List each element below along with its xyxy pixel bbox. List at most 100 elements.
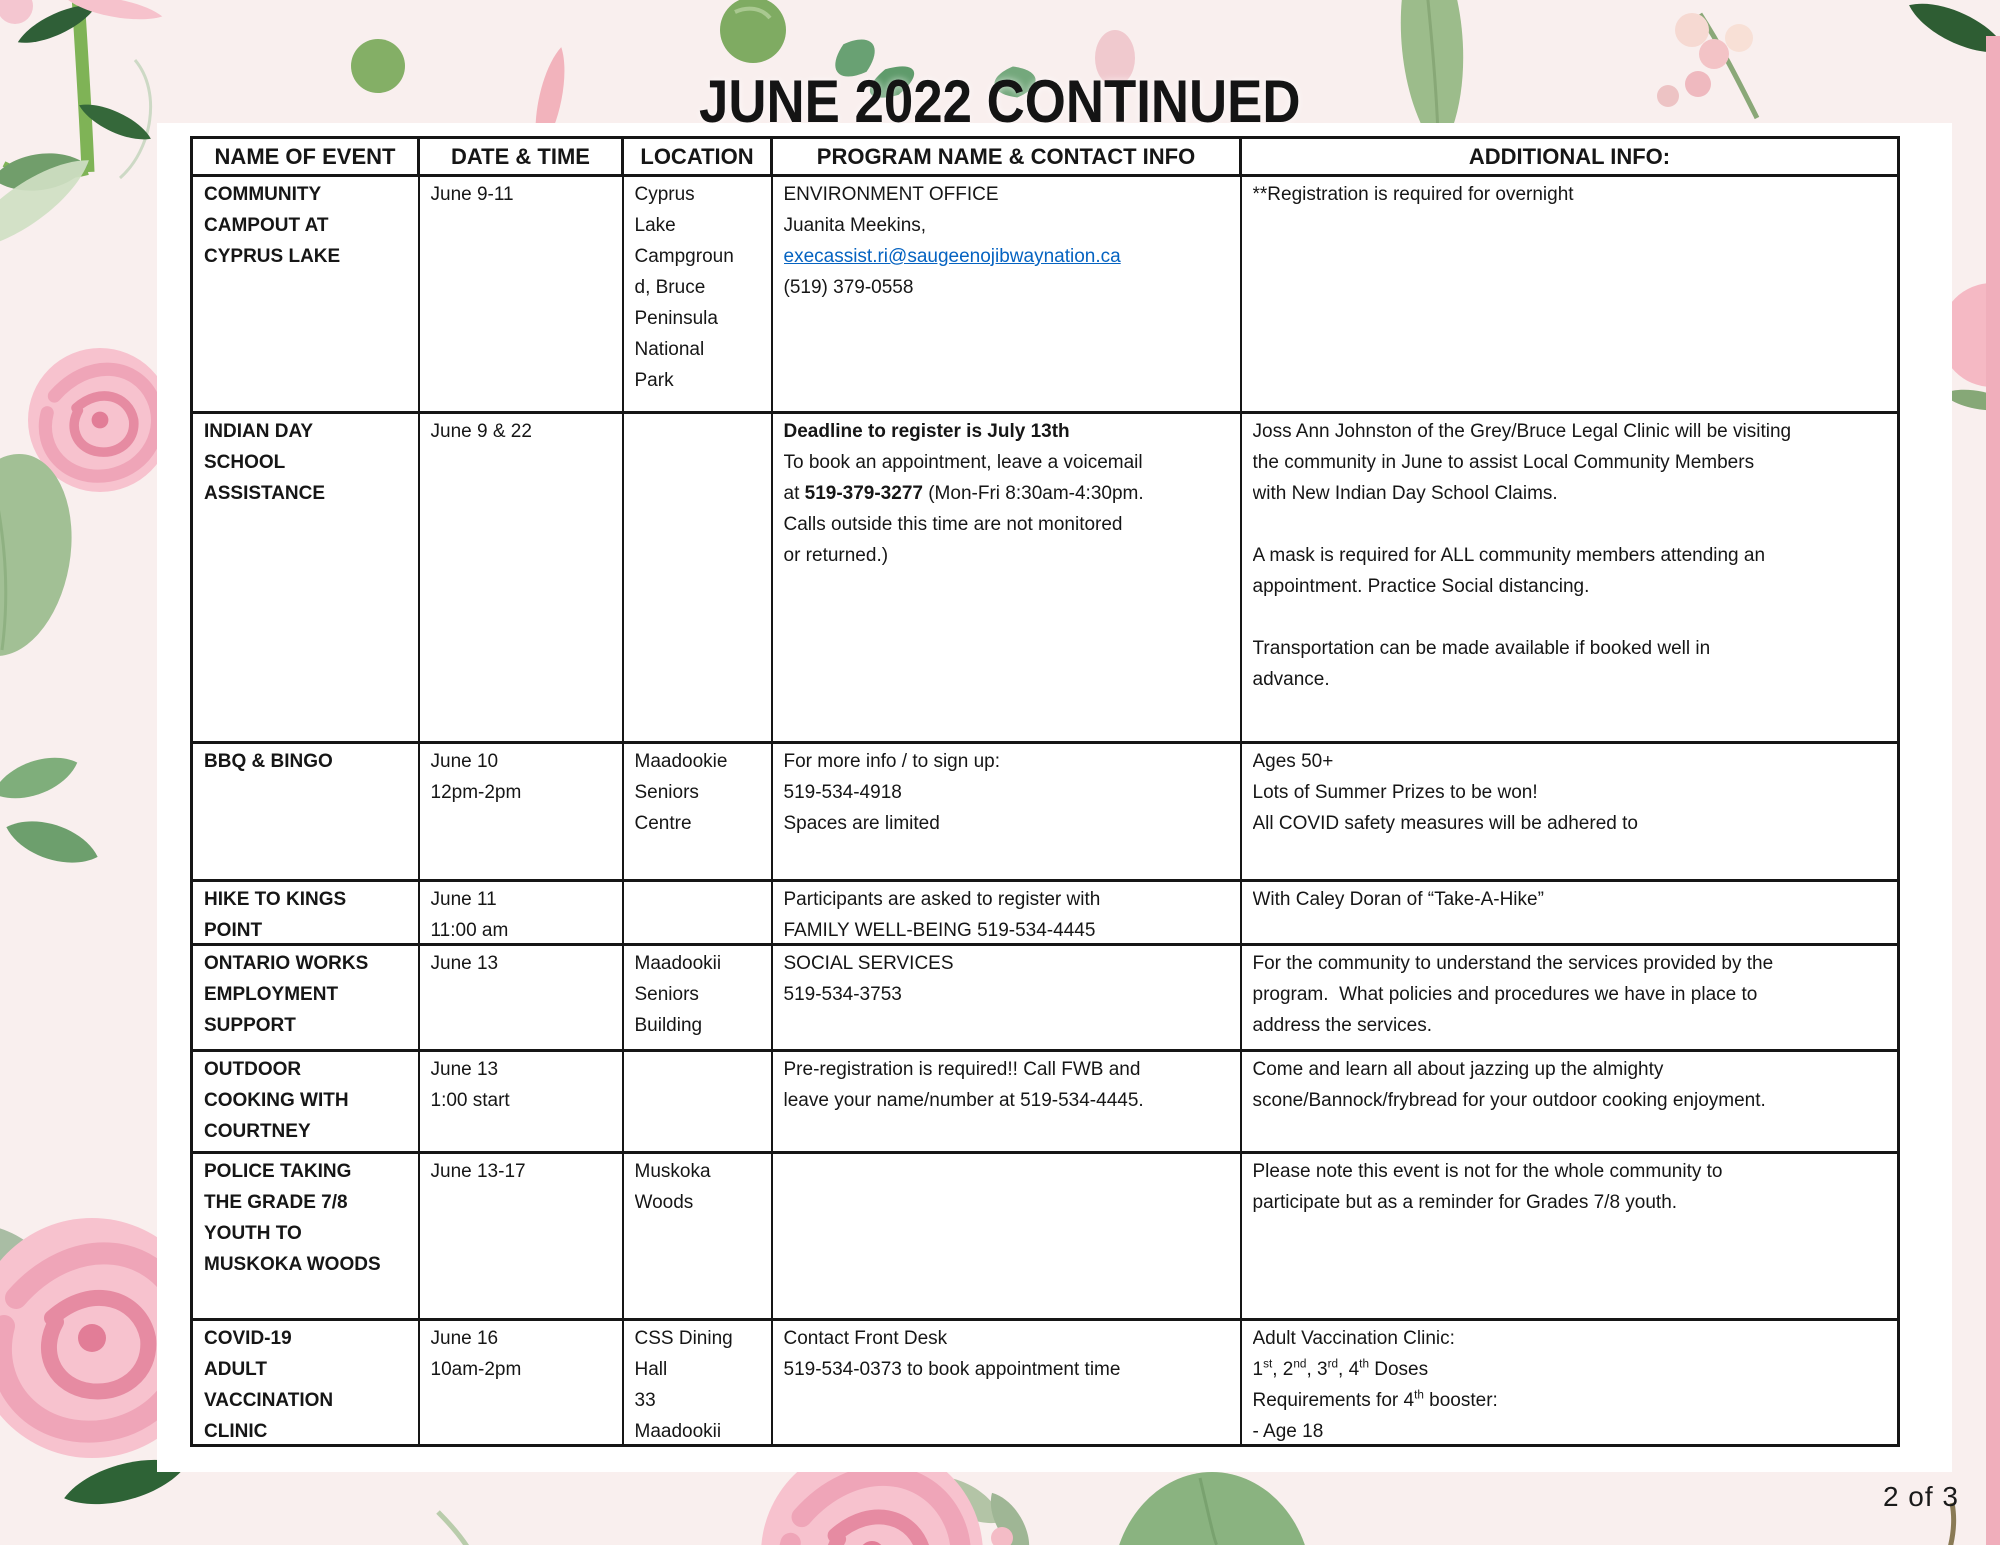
cell-additional: Please note this event is not for the wh… <box>1239 1151 1900 1321</box>
text-run: SCHOOL <box>204 452 286 473</box>
text-line: MUSKOKA WOODS <box>204 1249 410 1280</box>
cell-location <box>621 411 773 744</box>
cell-name: COMMUNITY CAMPOUT AT CYPRUS LAKE <box>190 174 420 414</box>
text-run: the community in June to assist Local Co… <box>1252 452 1755 473</box>
top-right-flower-sprig-icon <box>1657 12 1760 120</box>
text-line: June 13 <box>431 948 614 979</box>
text-run: POINT <box>204 920 263 941</box>
text-run: Hall <box>634 1359 668 1380</box>
text-run: 11:00 am <box>430 920 509 941</box>
text-line: Maadookie <box>635 746 763 777</box>
text-run: ADULT <box>204 1359 267 1380</box>
text-run: ENVIRONMENT OFFICE <box>783 184 999 205</box>
text-line: CAMPOUT AT <box>204 210 410 241</box>
text-line: (519) 379-0558 <box>784 272 1232 303</box>
text-run: Maadookii <box>634 1421 722 1442</box>
email-link[interactable]: execassist.ri@saugeenojibwaynation.ca <box>783 246 1121 267</box>
table-row: COMMUNITY CAMPOUT AT CYPRUS LAKE June 9-11 C… <box>190 174 1900 414</box>
column-header: PROGRAM NAME & CONTACT INFO <box>770 136 1242 177</box>
text-line: execassist.ri@saugeenojibwaynation.ca <box>784 241 1232 272</box>
table-header-row: NAME OF EVENT DATE & TIME LOCATION PROGRAM … <box>190 136 1900 177</box>
text-run: 1:00 start <box>430 1090 510 1111</box>
cell-additional: With Caley Doran of “Take-A-Hike” <box>1239 879 1900 946</box>
text-line: Building <box>635 1010 763 1041</box>
text-run: COURTNEY <box>204 1121 311 1142</box>
text-line: Transportation can be made available if … <box>1253 633 1890 664</box>
text-run: OUTDOOR <box>204 1059 302 1080</box>
text-run: National <box>634 339 705 360</box>
events-table: NAME OF EVENT DATE & TIME LOCATION PROGRAM … <box>190 136 1900 1447</box>
text-run: Lots of Summer Prizes to be won! <box>1252 782 1538 803</box>
text-line: VACCINATION <box>204 1385 410 1416</box>
text-line: program. What policies and procedures we… <box>1253 979 1890 1010</box>
cell-date: June 13-17 <box>417 1151 624 1321</box>
cell-date: June 13 1:00 start <box>417 1049 624 1154</box>
text-run: Doses <box>1368 1359 1429 1380</box>
text-run: Seniors <box>634 984 699 1005</box>
text-run: CYPRUS LAKE <box>204 246 341 267</box>
text-run: Come and learn all about jazzing up the … <box>1252 1059 1664 1080</box>
text-line: Calls outside this time are not monitore… <box>784 509 1232 540</box>
text-run: June 16 <box>430 1328 499 1349</box>
text-line: EMPLOYMENT <box>204 979 410 1010</box>
text-run: Juanita Meekins, <box>783 215 927 236</box>
text-run: June 13 <box>430 1059 499 1080</box>
text-line: 519-534-4918 <box>784 777 1232 808</box>
text-run: 1 <box>1252 1359 1264 1380</box>
cell-location: Muskoka Woods <box>621 1151 773 1321</box>
text-line: address the services. <box>1253 1010 1890 1041</box>
text-run: participate but as a reminder for Grades… <box>1252 1192 1678 1213</box>
text-run: Spaces are limited <box>783 813 940 834</box>
text-run: June 13 <box>430 953 499 974</box>
text-run: COVID-19 <box>204 1328 292 1349</box>
text-line: or returned.) <box>784 540 1232 571</box>
text-line: Maadookii <box>635 1416 763 1444</box>
text-run: booster: <box>1423 1390 1498 1411</box>
text-line: 33 <box>635 1385 763 1416</box>
text-line: participate but as a reminder for Grades… <box>1253 1187 1890 1218</box>
table-row: COVID-19 ADULT VACCINATION CLINIC June 16 10a… <box>190 1318 1900 1447</box>
text-line <box>1253 509 1890 540</box>
text-run: Cyprus <box>634 184 695 205</box>
text-run: Contact Front Desk <box>783 1328 948 1349</box>
text-line: For the community to understand the serv… <box>1253 948 1890 979</box>
text-line <box>1253 602 1890 633</box>
text-run: appointment. Practice Social distancing. <box>1252 576 1590 597</box>
text-run: Maadookie <box>634 751 728 772</box>
text-line: With Caley Doran of “Take-A-Hike” <box>1253 884 1890 915</box>
text-line: Lots of Summer Prizes to be won! <box>1253 777 1890 808</box>
text-run: Calls outside this time are not monitore… <box>783 514 1123 535</box>
text-line: POLICE TAKING <box>204 1156 410 1187</box>
text-run: June 9-11 <box>430 184 514 205</box>
superscript-text: th <box>1414 1388 1424 1402</box>
text-line: HIKE TO KINGS <box>204 884 410 915</box>
cell-date: June 9 & 22 <box>417 411 624 744</box>
bottom-big-leaf-icon <box>1119 1472 1305 1545</box>
column-header: NAME OF EVENT <box>190 136 420 177</box>
text-line: National <box>635 334 763 365</box>
cell-name: OUTDOOR COOKING WITH COURTNEY <box>190 1049 420 1154</box>
table-row: INDIAN DAY SCHOOL ASSISTANCE June 9 & 22 Dea… <box>190 411 1900 744</box>
cell-date: June 11 11:00 am <box>417 879 624 946</box>
text-run: CLINIC <box>204 1421 268 1442</box>
text-run: To book an appointment, leave a voicemai… <box>783 452 1143 473</box>
text-line: 11:00 am <box>431 915 614 943</box>
text-run: HIKE TO KINGS <box>204 889 347 910</box>
text-run: - Age 18 <box>1252 1421 1324 1442</box>
text-run: Muskoka <box>634 1161 711 1182</box>
page-number-stem-icon <box>1948 1502 1957 1545</box>
text-run: Pre-registration is required!! Call FWB … <box>783 1059 1141 1080</box>
text-run: ASSISTANCE <box>204 483 326 504</box>
table-row: ONTARIO WORKS EMPLOYMENT SUPPORT June 13 Maa… <box>190 943 1900 1052</box>
text-run: SUPPORT <box>204 1015 296 1036</box>
text-line: Ages 50+ <box>1253 746 1890 777</box>
table-row: POLICE TAKING THE GRADE 7/8 YOUTH TO MUSKOK… <box>190 1151 1900 1321</box>
text-line: CSS Dining <box>635 1323 763 1354</box>
text-line: Muskoka <box>635 1156 763 1187</box>
text-line: SCHOOL <box>204 447 410 478</box>
text-line: Deadline to register is July 13th <box>784 416 1232 447</box>
cell-location: Maadookie Seniors Centre <box>621 741 773 882</box>
text-line: appointment. Practice Social distancing. <box>1253 571 1890 602</box>
page-title: JUNE 2022 CONTINUED <box>0 72 2000 132</box>
